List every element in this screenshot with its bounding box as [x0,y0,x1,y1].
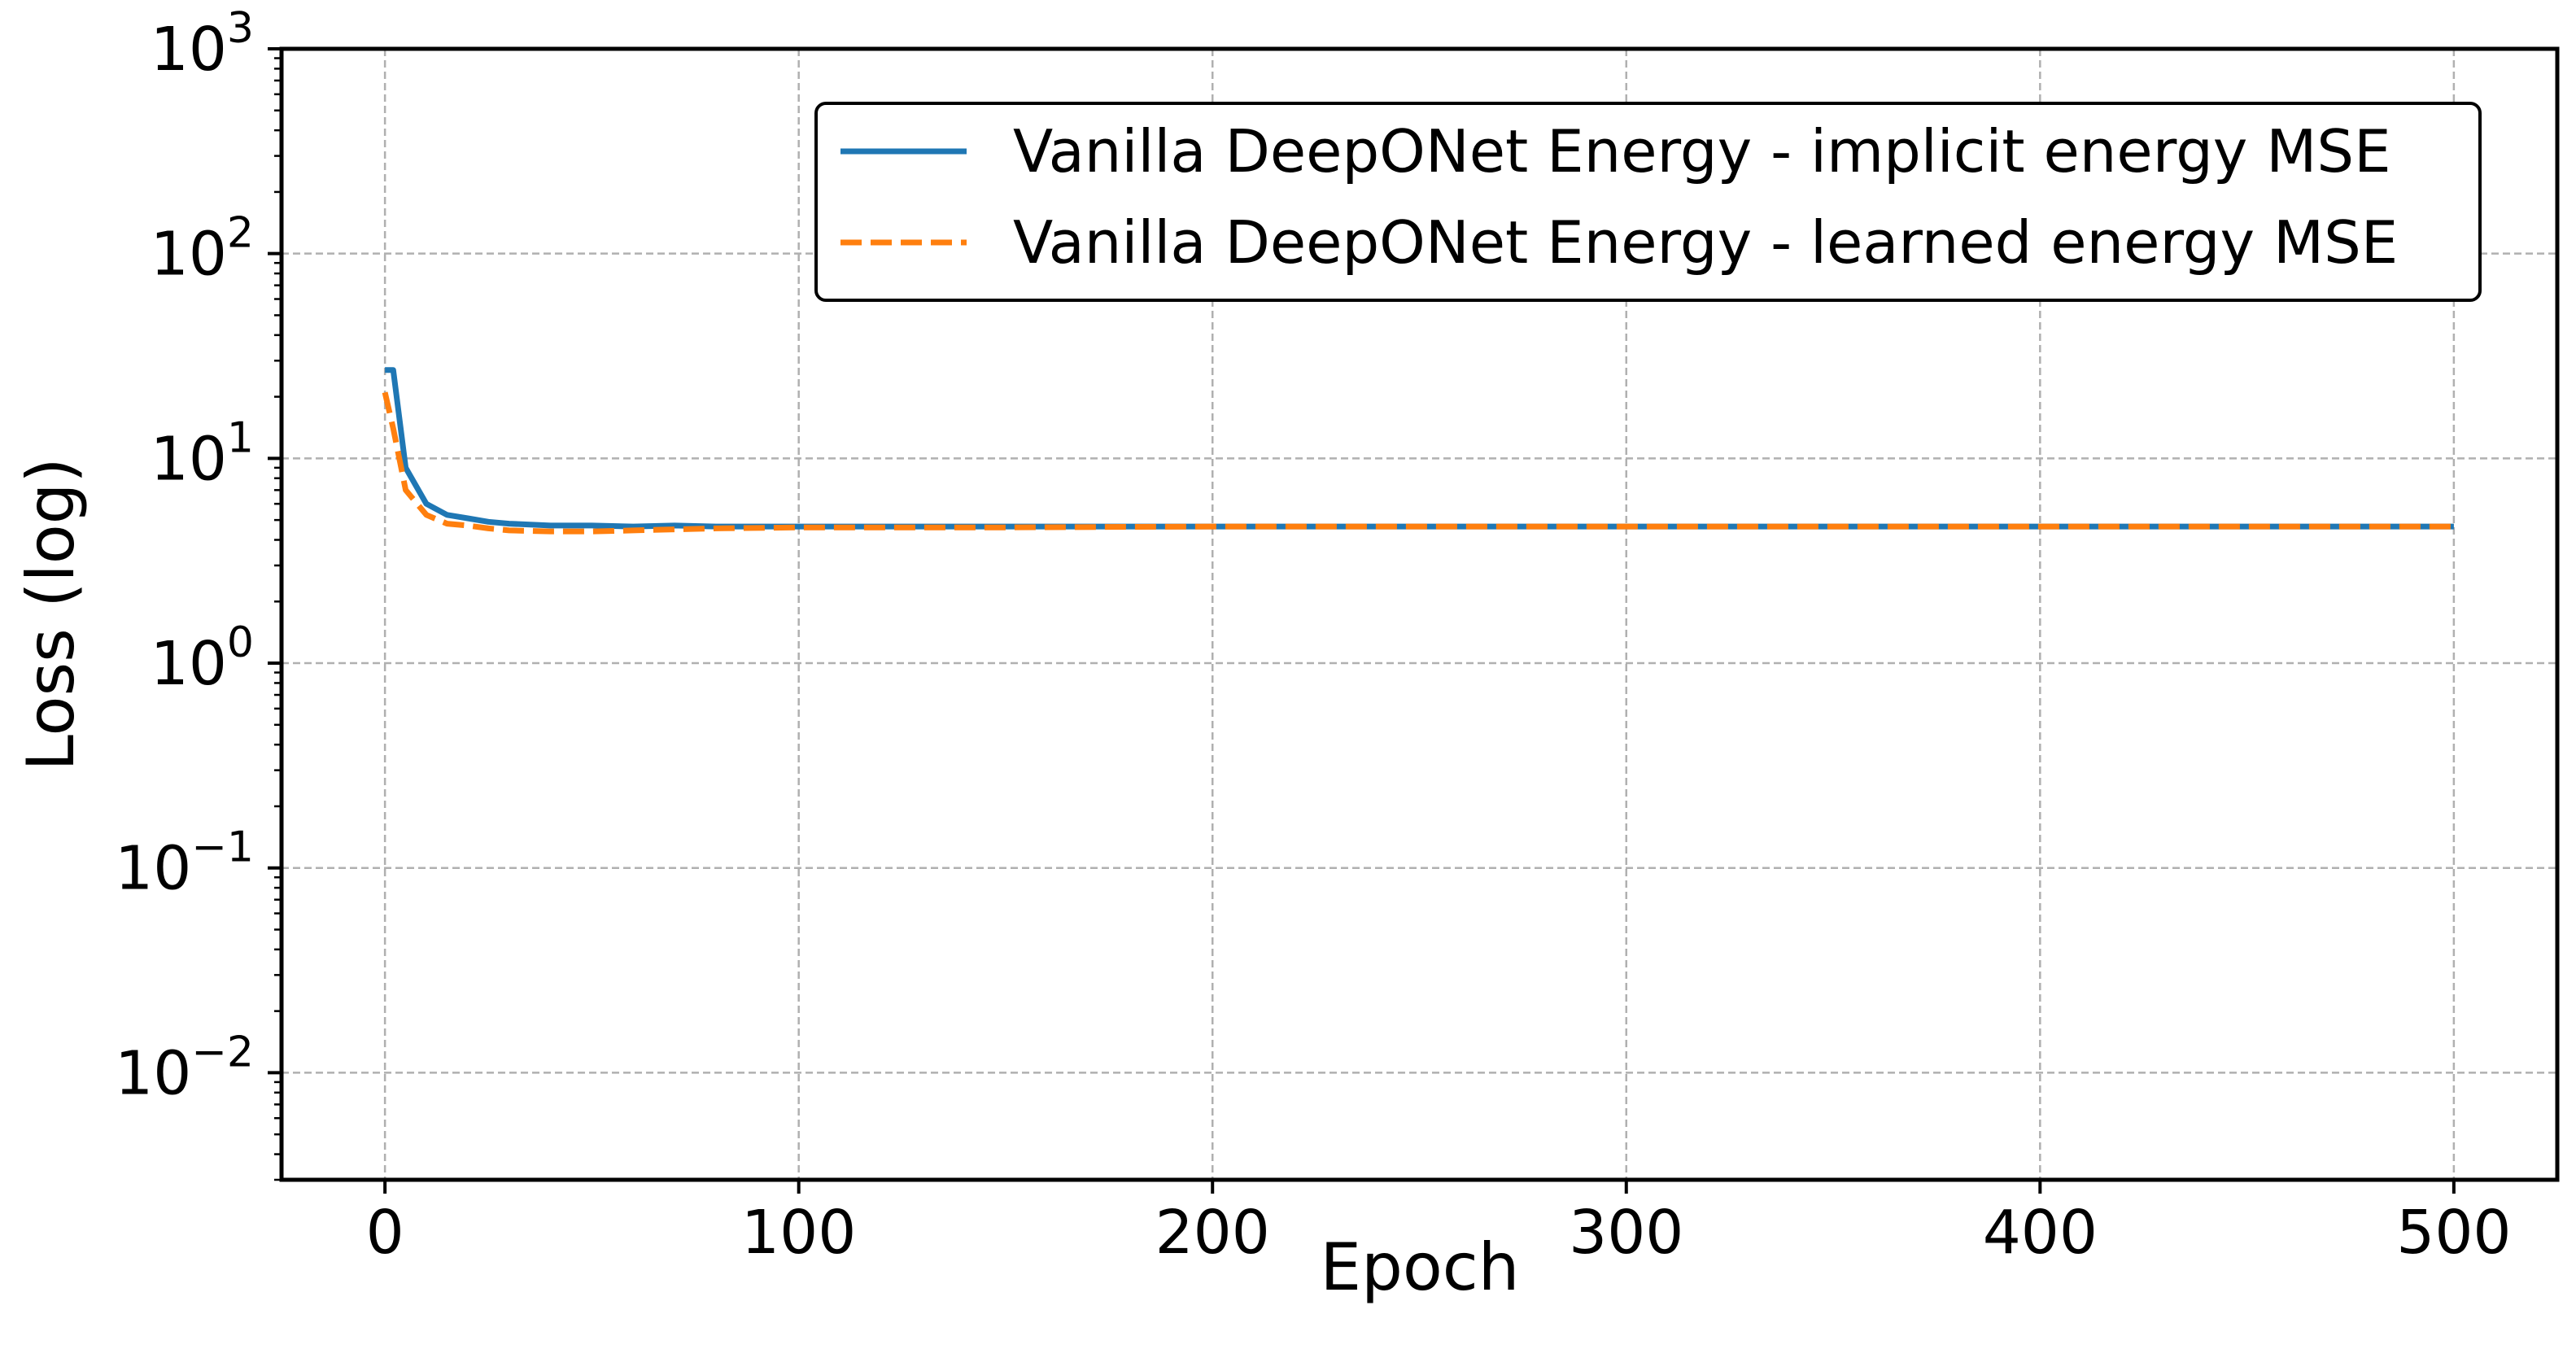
series-implicit-line [385,367,2454,530]
axis-ticks: 0 100 200 300 400 500 10−2 10−1 100 101 102 103 [115,4,2511,1268]
legend-label-learned: Vanilla DeepONet Energy - learned energy… [1013,208,2398,277]
y-tick-label: 102 [151,209,254,290]
x-axis-label: Epoch [1321,1229,1520,1305]
plot-frame [279,46,2560,1182]
legend-label-implicit: Vanilla DeepONet Energy - implicit energ… [1013,117,2391,186]
plot-lines [382,367,2454,535]
x-tick-label: 500 [2396,1198,2511,1268]
series-learned-line [382,391,2454,535]
x-tick-label: 400 [1983,1198,2098,1268]
legend: Vanilla DeepONet Energy - implicit energ… [814,102,2482,302]
legend-box [814,102,2482,302]
y-tick-label: 101 [151,413,254,494]
y-tick-label: 10−1 [115,823,254,904]
x-tick-label: 0 [366,1198,404,1268]
y-axis-label: Loss (log) [13,457,89,771]
y-tick-label: 103 [151,4,254,85]
y-tick-label: 10−2 [115,1028,254,1108]
x-tick-label: 300 [1569,1198,1683,1268]
y-tick-label: 100 [151,618,254,699]
x-tick-label: 100 [741,1198,856,1268]
x-tick-label: 200 [1155,1198,1270,1268]
